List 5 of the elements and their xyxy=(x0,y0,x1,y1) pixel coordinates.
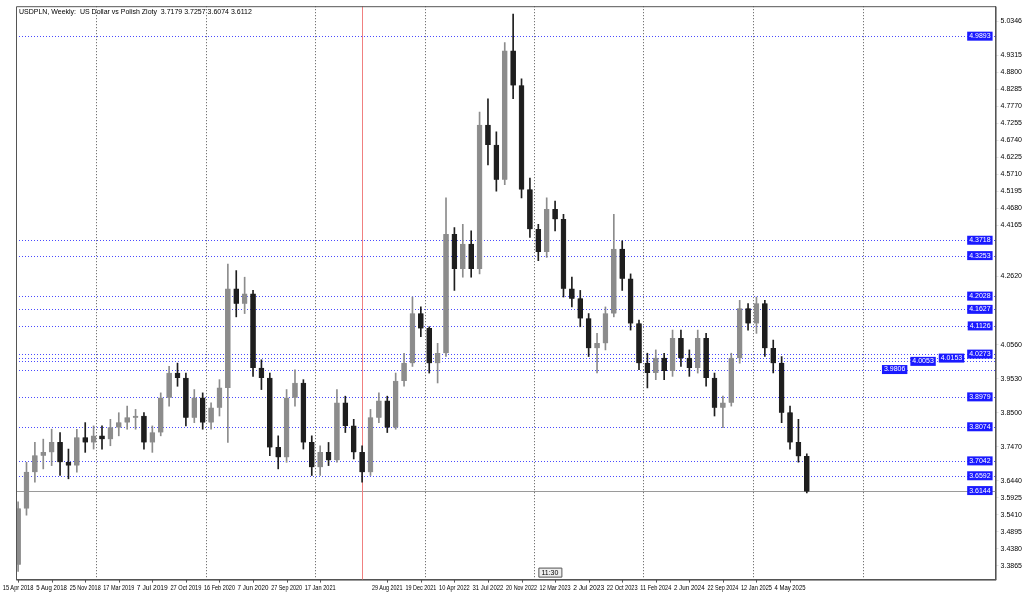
candlestick xyxy=(720,395,726,428)
candlestick xyxy=(594,333,600,374)
candlestick xyxy=(124,405,130,430)
candlestick xyxy=(115,412,122,437)
candlestick xyxy=(82,422,89,453)
